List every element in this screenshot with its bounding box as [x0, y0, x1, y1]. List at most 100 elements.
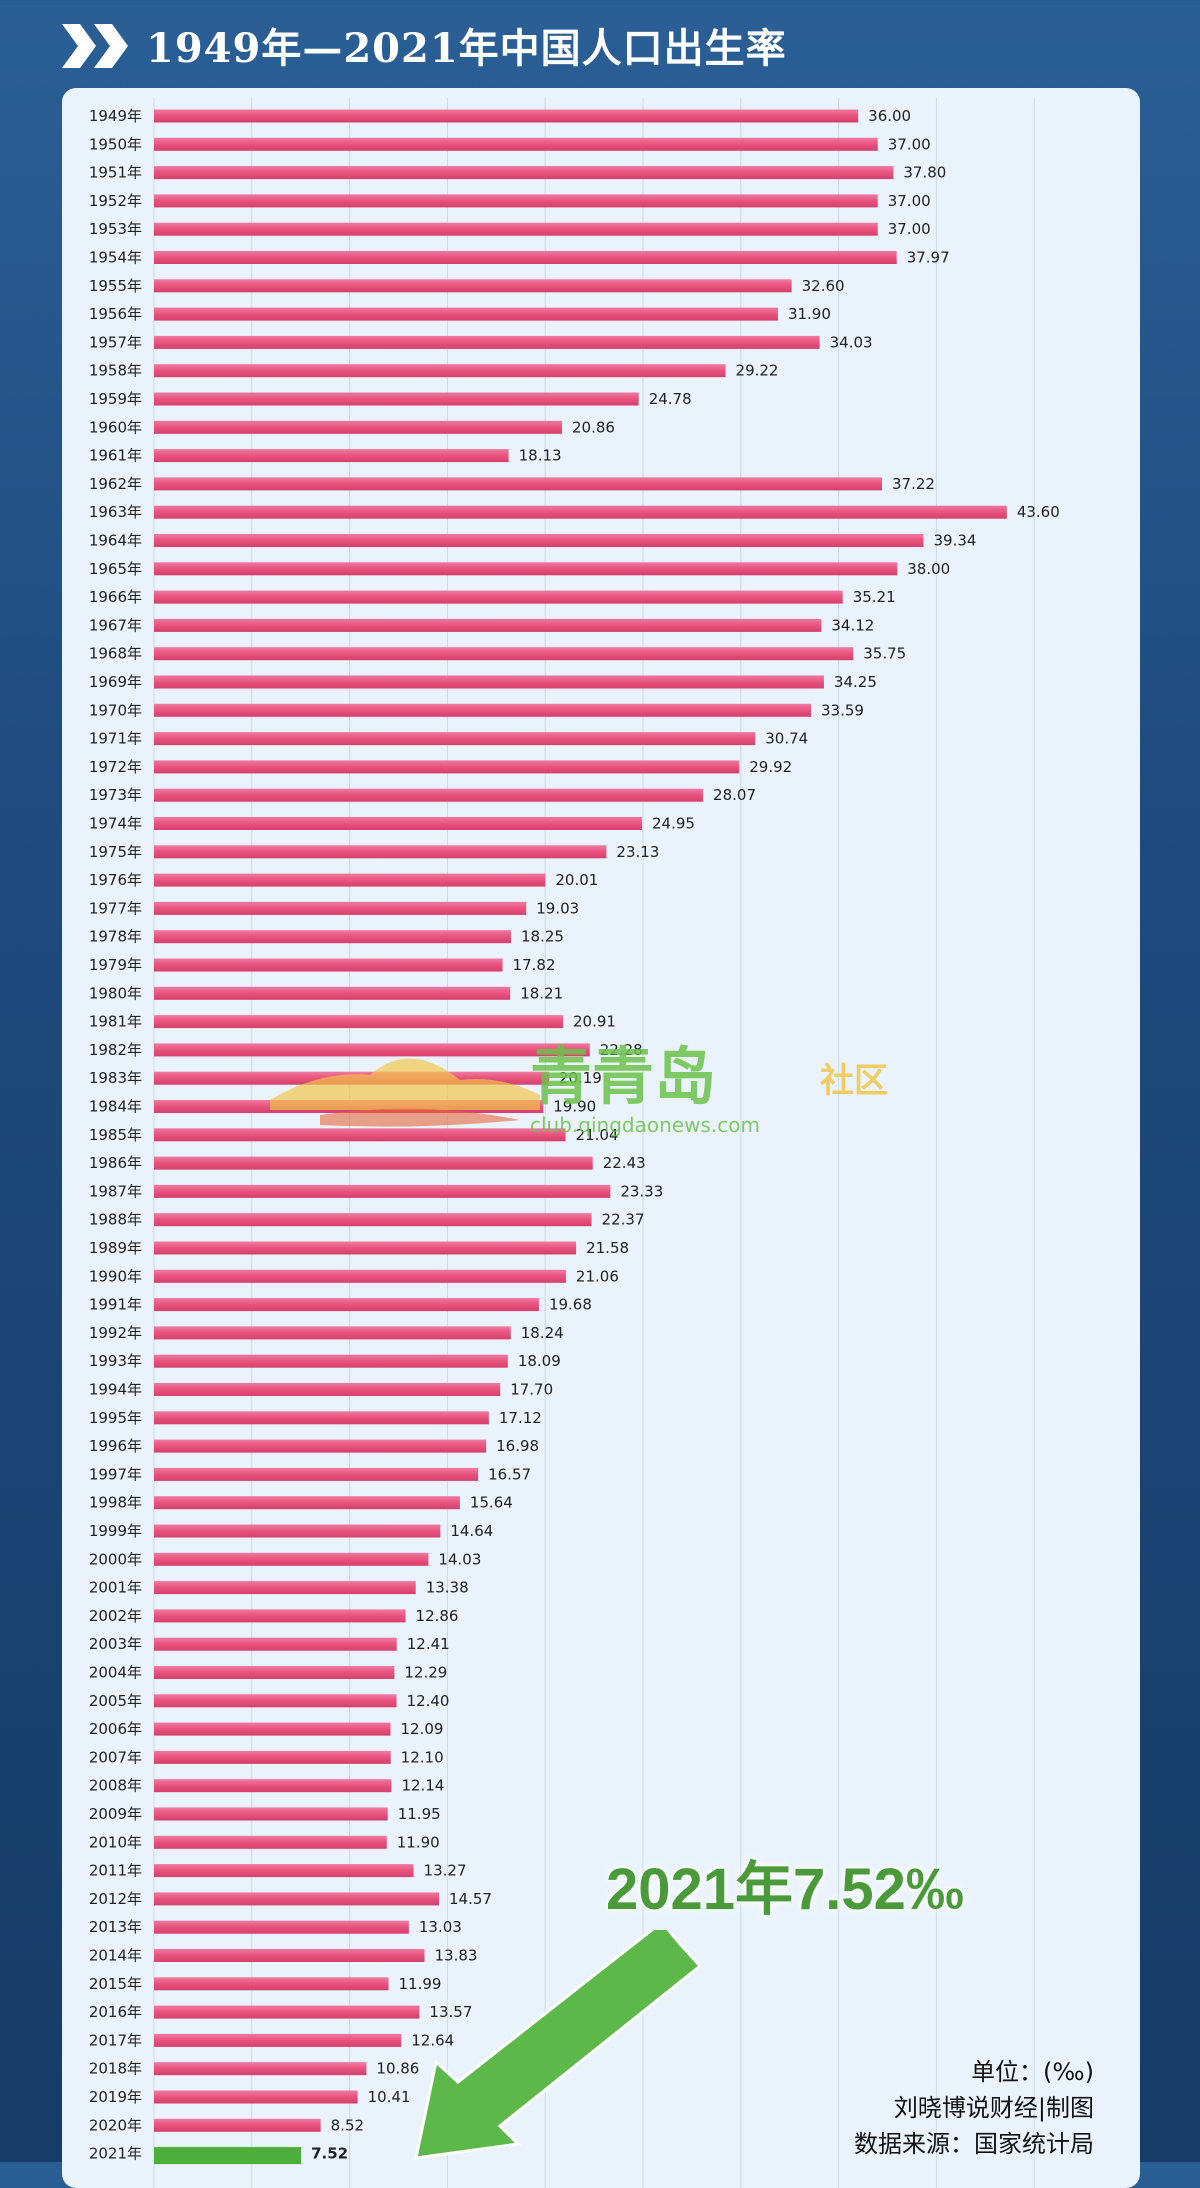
- category-label: 1990年: [89, 1267, 142, 1285]
- value-label: 43.60: [1017, 503, 1060, 521]
- category-label: 2016年: [89, 2003, 142, 2021]
- value-label: 20.01: [555, 871, 598, 889]
- bar: [154, 307, 778, 321]
- value-label: 28.07: [713, 786, 756, 804]
- category-label: 2006年: [89, 1720, 142, 1738]
- category-label: 1971年: [89, 730, 142, 748]
- value-label: 13.57: [429, 2003, 472, 2021]
- value-label: 32.60: [802, 277, 845, 295]
- category-label: 1961年: [89, 447, 142, 465]
- category-label: 1984年: [89, 1098, 142, 1116]
- value-label: 21.04: [576, 1126, 619, 1144]
- bar: [154, 166, 894, 180]
- bar: [154, 1326, 511, 1340]
- bar: [154, 251, 897, 264]
- value-label: 36.00: [868, 107, 911, 125]
- bar: [154, 279, 792, 293]
- bar: [154, 873, 546, 887]
- value-label: 18.21: [520, 984, 563, 1002]
- value-label: 8.52: [331, 2116, 364, 2134]
- bar: [154, 477, 883, 491]
- value-label: 21.58: [586, 1239, 629, 1257]
- bar: [154, 1666, 395, 1679]
- bar: [154, 1184, 611, 1198]
- category-label: 1996年: [89, 1437, 142, 1455]
- category-label: 1949年: [89, 107, 142, 125]
- value-label: 29.22: [736, 362, 779, 380]
- bar: [154, 618, 822, 632]
- bar: [154, 1213, 592, 1227]
- value-label: 16.57: [488, 1465, 531, 1483]
- value-label: 37.00: [888, 192, 931, 210]
- bar: [154, 505, 1007, 519]
- value-label: 11.95: [398, 1805, 441, 1823]
- category-label: 2015年: [89, 1975, 142, 1993]
- credit-label: 刘晓博说财经|制图: [893, 2094, 1094, 2122]
- category-label: 1957年: [89, 333, 142, 351]
- category-label: 2012年: [89, 1890, 142, 1908]
- value-label: 12.40: [407, 1692, 450, 1710]
- value-label: 14.64: [450, 1522, 493, 1540]
- bar: [154, 2118, 321, 2132]
- value-label: 38.00: [907, 560, 950, 578]
- category-label: 2005年: [89, 1692, 142, 1710]
- category-label: 1955年: [89, 277, 142, 295]
- bar: [154, 590, 843, 604]
- watermark-logo-suffix: 社区: [820, 1061, 888, 1101]
- category-label: 2011年: [89, 1862, 142, 1880]
- value-label: 18.24: [521, 1324, 564, 1342]
- bar: [154, 732, 756, 746]
- bar: [154, 845, 607, 859]
- category-label: 1972年: [89, 758, 142, 776]
- value-label: 37.00: [888, 135, 931, 153]
- bar: [154, 1920, 409, 1934]
- category-label: 1988年: [89, 1211, 142, 1229]
- value-label: 20.19: [559, 1069, 602, 1087]
- value-label: 15.64: [470, 1494, 513, 1512]
- bar: [154, 1552, 429, 1566]
- value-label: 10.86: [376, 2060, 419, 2078]
- value-label: 29.92: [749, 758, 792, 776]
- bar: [154, 1807, 388, 1821]
- bar: [154, 1128, 566, 1142]
- category-label: 1951年: [89, 164, 142, 182]
- category-label: 1953年: [89, 220, 142, 238]
- category-label: 1963年: [89, 503, 142, 521]
- value-label: 13.03: [419, 1918, 462, 1936]
- category-label: 1997年: [89, 1465, 142, 1483]
- bar: [154, 930, 511, 944]
- bar: [154, 1298, 539, 1312]
- value-label: 34.12: [831, 616, 874, 634]
- category-label: 1974年: [89, 815, 142, 833]
- source-label: 数据来源：国家统计局: [854, 2130, 1094, 2158]
- value-label: 35.75: [863, 645, 906, 663]
- category-label: 1987年: [89, 1182, 142, 1200]
- bar: [154, 109, 859, 123]
- value-label: 18.25: [521, 928, 564, 946]
- category-label: 1995年: [89, 1409, 142, 1427]
- watermark-url: club.qingdaonews.com: [530, 1113, 760, 1137]
- value-label: 37.00: [888, 220, 931, 238]
- value-label: 31.90: [788, 305, 831, 323]
- bar: [154, 392, 639, 406]
- bar: [154, 703, 812, 717]
- category-label: 1977年: [89, 899, 142, 917]
- category-label: 1962年: [89, 475, 142, 493]
- bar: [154, 420, 563, 434]
- value-label: 22.37: [602, 1211, 645, 1229]
- category-label: 1969年: [89, 673, 142, 691]
- value-label: 23.33: [620, 1182, 663, 1200]
- category-label: 1975年: [89, 843, 142, 861]
- category-label: 1952年: [89, 192, 142, 210]
- category-label: 2013年: [89, 1918, 142, 1936]
- value-label: 24.95: [652, 815, 695, 833]
- category-label: 2017年: [89, 2031, 142, 2049]
- bar: [154, 1694, 397, 1708]
- category-label: 1956年: [89, 305, 142, 323]
- value-label: 11.90: [397, 1833, 440, 1851]
- bar: [154, 1581, 416, 1595]
- category-label: 1958年: [89, 362, 142, 380]
- category-label: 2021年: [89, 2145, 142, 2163]
- double-chevron-icon: [62, 24, 128, 68]
- bar: [154, 1354, 508, 1368]
